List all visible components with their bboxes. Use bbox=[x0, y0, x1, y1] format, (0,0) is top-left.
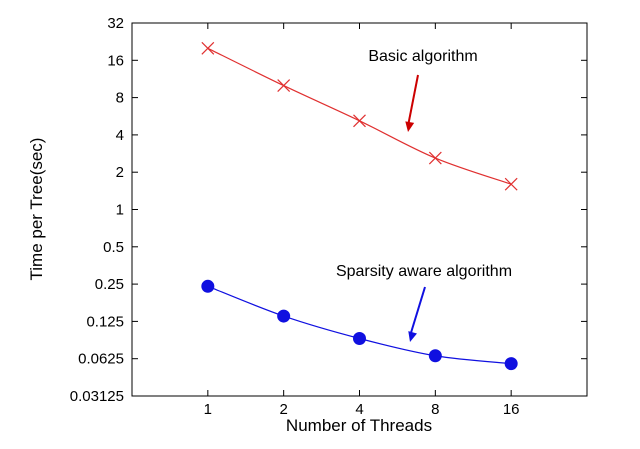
annotation-arrow-shaft bbox=[407, 74, 419, 127]
x-axis: 1 2 4 8 16 bbox=[204, 23, 520, 418]
annotation-label-0: Basic algorithm bbox=[368, 48, 477, 65]
y-tick-label: 0.0625 bbox=[78, 351, 124, 368]
series-layer bbox=[201, 41, 518, 371]
x-tick-label: 16 bbox=[503, 401, 520, 418]
y-tick-label: 8 bbox=[116, 90, 124, 107]
y-tick-label: 0.25 bbox=[95, 276, 124, 293]
series-line-0 bbox=[207, 47, 512, 185]
y-tick-label: 4 bbox=[116, 127, 124, 144]
y-tick-label: 32 bbox=[107, 15, 124, 32]
x-tick-label: 2 bbox=[279, 401, 287, 418]
data-point-x-marker bbox=[353, 114, 366, 128]
data-point-circle bbox=[428, 349, 442, 363]
data-point-x-marker bbox=[504, 177, 518, 191]
y-tick-label: 0.125 bbox=[86, 313, 124, 330]
annotation-label-1: Sparsity aware algorithm bbox=[336, 263, 512, 280]
marker-stroke bbox=[277, 79, 291, 93]
marker-stroke bbox=[504, 177, 518, 191]
marker-stroke bbox=[428, 151, 442, 165]
y-tick-label: 0.03125 bbox=[70, 388, 124, 405]
annotation-arrow-shaft bbox=[409, 286, 426, 337]
annotation-arrow-head bbox=[405, 121, 415, 132]
y-tick-label: 16 bbox=[107, 52, 124, 69]
y-tick-label: 2 bbox=[116, 164, 124, 181]
y-axis: 0.03125 0.0625 0.125 0.25 0.5 1 2 4 8 16 32 bbox=[70, 15, 587, 405]
x-tick-label: 1 bbox=[204, 401, 212, 418]
x-tick-label: 8 bbox=[431, 401, 439, 418]
x-axis-label: Number of Threads bbox=[286, 416, 432, 435]
annotation-arrow-head bbox=[408, 331, 417, 342]
series-line-1 bbox=[207, 285, 512, 365]
data-point-circle bbox=[277, 309, 291, 323]
y-axis-label: Time per Tree(sec) bbox=[27, 138, 46, 281]
data-point-x-marker bbox=[428, 151, 442, 165]
data-point-circle bbox=[504, 357, 518, 371]
y-tick-label: 0.5 bbox=[103, 239, 124, 256]
marker-stroke bbox=[201, 41, 215, 55]
data-point-x-marker bbox=[277, 79, 291, 93]
data-point-circle bbox=[353, 331, 366, 345]
x-tick-label: 4 bbox=[355, 401, 363, 418]
annotations: Basic algorithm Sparsity aware algorithm bbox=[336, 48, 512, 342]
y-tick-label: 1 bbox=[116, 202, 124, 219]
marker-stroke bbox=[353, 114, 366, 128]
data-point-circle bbox=[201, 279, 215, 293]
data-point-x-marker bbox=[201, 41, 215, 55]
